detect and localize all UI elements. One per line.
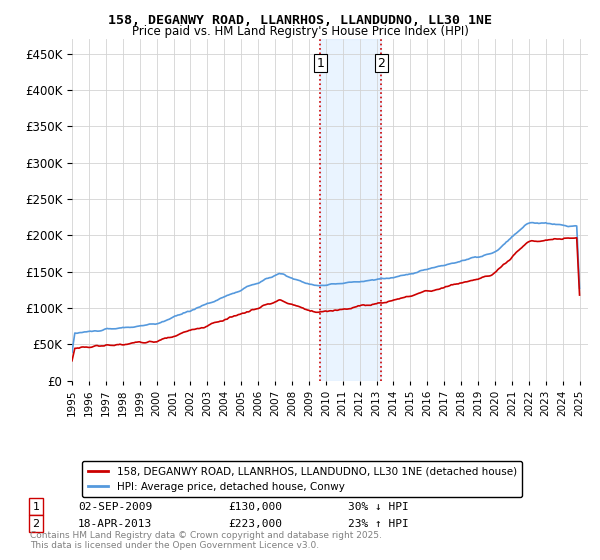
Text: 1: 1: [32, 502, 40, 512]
Text: Price paid vs. HM Land Registry's House Price Index (HPI): Price paid vs. HM Land Registry's House …: [131, 25, 469, 38]
Text: 1: 1: [316, 57, 324, 69]
Text: 30% ↓ HPI: 30% ↓ HPI: [348, 502, 409, 512]
Text: 18-APR-2013: 18-APR-2013: [78, 519, 152, 529]
Text: 2: 2: [377, 57, 385, 69]
Bar: [320, 39, 382, 381]
Text: £130,000: £130,000: [228, 502, 282, 512]
Text: 158, DEGANWY ROAD, LLANRHOS, LLANDUDNO, LL30 1NE: 158, DEGANWY ROAD, LLANRHOS, LLANDUDNO, …: [108, 14, 492, 27]
Text: Contains HM Land Registry data © Crown copyright and database right 2025.
This d: Contains HM Land Registry data © Crown c…: [30, 530, 382, 550]
Text: 02-SEP-2009: 02-SEP-2009: [78, 502, 152, 512]
Legend: 158, DEGANWY ROAD, LLANRHOS, LLANDUDNO, LL30 1NE (detached house), HPI: Average : 158, DEGANWY ROAD, LLANRHOS, LLANDUDNO, …: [82, 461, 522, 497]
Text: 23% ↑ HPI: 23% ↑ HPI: [348, 519, 409, 529]
Text: 2: 2: [32, 519, 40, 529]
Text: £223,000: £223,000: [228, 519, 282, 529]
